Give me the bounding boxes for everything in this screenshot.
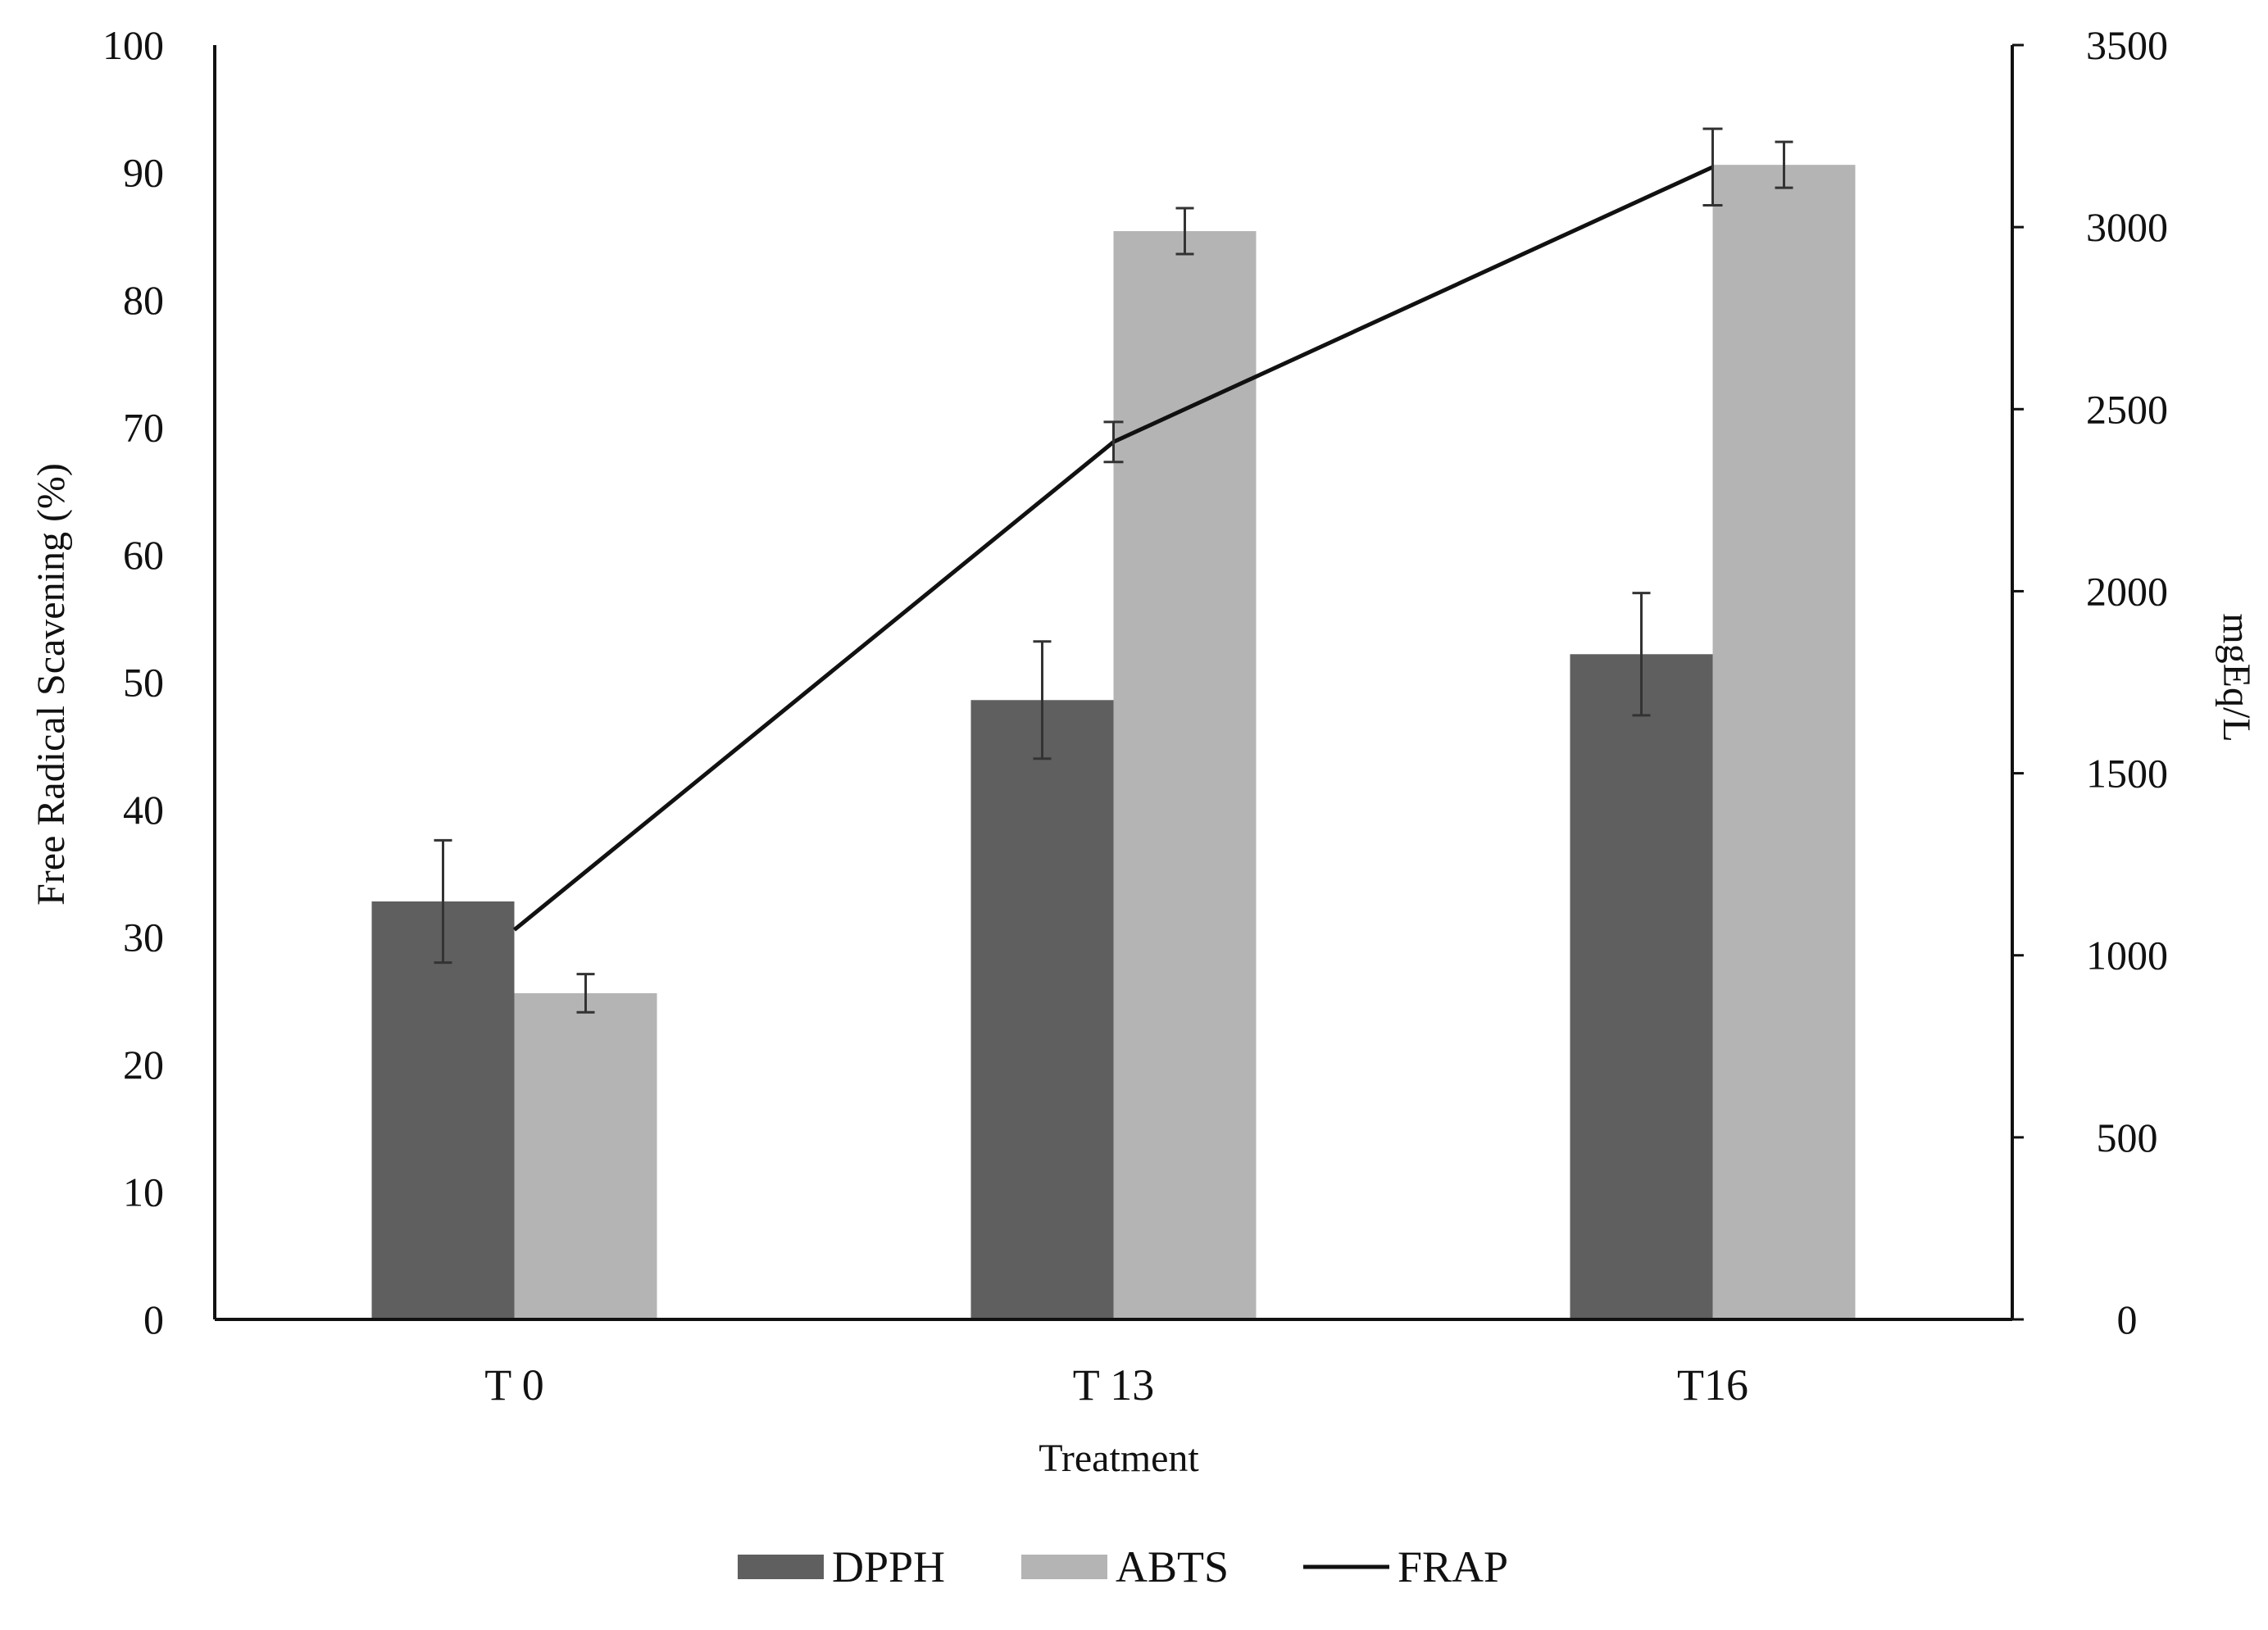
- y-tick-label: 90: [123, 150, 164, 196]
- y-tick-label: 80: [123, 277, 164, 323]
- y2-tick-label: 3000: [2086, 204, 2168, 250]
- bar-dpph-0: [371, 901, 515, 1319]
- y-tick-label: 70: [123, 405, 164, 451]
- legend-label-frap: FRAP: [1398, 1542, 1508, 1591]
- legend-label-abts: ABTS: [1116, 1542, 1229, 1591]
- y2-tick-label: 1000: [2086, 933, 2168, 978]
- legend-swatch-abts: [1021, 1555, 1107, 1579]
- y-tick-label: 20: [123, 1042, 164, 1087]
- x-axis-title: Treatment: [1039, 1437, 1199, 1480]
- y-tick-label: 40: [123, 787, 164, 833]
- y-tick-label: 30: [123, 915, 164, 960]
- y2-tick-label: 2500: [2086, 386, 2168, 432]
- axes-layer: [213, 45, 2014, 1321]
- y-tick-label: 10: [123, 1169, 164, 1215]
- bar-abts-1: [1113, 231, 1257, 1319]
- x-tick-label: T 0: [484, 1360, 544, 1410]
- bars-layer: [371, 140, 1856, 1319]
- ticks-layer: 0102030405060708090100050010001500200025…: [30, 22, 2258, 1480]
- bar-dpph-1: [970, 700, 1114, 1319]
- bar-abts-0: [514, 992, 657, 1319]
- y2-tick-label: 500: [2097, 1115, 2158, 1160]
- bar-dpph-2: [1570, 654, 1713, 1319]
- y-tick-label: 100: [102, 22, 164, 68]
- y-tick-label: 0: [143, 1296, 164, 1342]
- bar-abts-2: [1712, 165, 1856, 1319]
- x-tick-label: T 13: [1073, 1360, 1155, 1410]
- legend-swatch-dpph: [738, 1555, 824, 1579]
- line-layer: [512, 127, 1723, 932]
- y2-tick-label: 0: [2117, 1296, 2138, 1342]
- y-axis-title: Free Radical Scavening (%): [30, 463, 73, 906]
- legend-label-dpph: DPPH: [832, 1542, 945, 1591]
- y-tick-label: 60: [123, 532, 164, 578]
- y2-tick-label: 2000: [2086, 568, 2168, 614]
- y-tick-label: 50: [123, 660, 164, 706]
- y2-axis-title: mgEq/L: [2215, 613, 2258, 742]
- legend: DPPH ABTS FRAP: [738, 1542, 1508, 1591]
- x-tick-label: T16: [1677, 1360, 1748, 1410]
- y2-tick-label: 3500: [2086, 22, 2168, 68]
- y2-tick-label: 1500: [2086, 751, 2168, 797]
